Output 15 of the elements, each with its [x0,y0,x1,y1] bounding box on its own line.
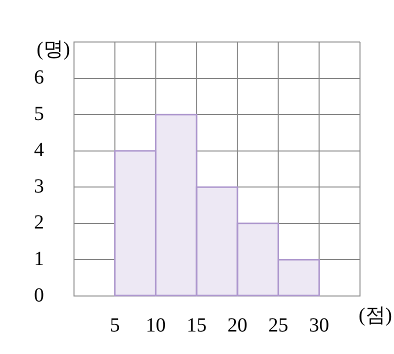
x-tick-label: 30 [309,314,330,336]
x-axis-title: (점) [358,304,392,326]
y-tick-label: 5 [34,102,44,125]
y-tick-label: 1 [34,248,44,270]
x-tick-label: 5 [110,314,120,336]
x-tick-label: 20 [227,314,248,336]
y-tick-label: 0 [34,284,44,306]
x-tick-label: 10 [146,314,166,336]
x-tick-label: 15 [186,314,207,336]
y-tick-label: 2 [34,212,44,234]
y-tick-label: 3 [34,175,44,198]
y-axis-title: (명) [36,38,70,60]
y-tick-label: 4 [34,139,44,162]
y-tick-label: 6 [34,66,44,89]
x-tick-label: 25 [268,314,288,336]
